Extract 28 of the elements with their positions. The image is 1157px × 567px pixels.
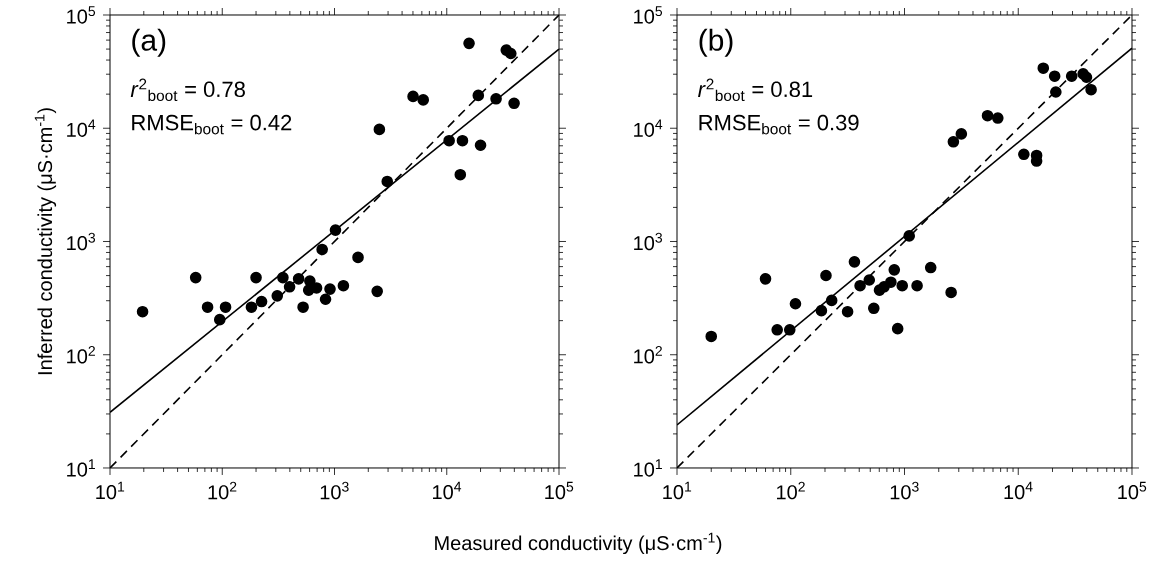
- x-tick-label: 10$^{2}$: [208, 481, 237, 500]
- y-tick-label: 10$^{5}$: [67, 6, 96, 24]
- y-tick-label: 10$^{2}$: [67, 345, 95, 364]
- y-tick-label: 10$^{2}$: [634, 345, 662, 364]
- x-tick-label: 10$^{2}$: [777, 481, 805, 500]
- y-tick-label: 10$^{3}$: [67, 232, 96, 251]
- y-tick-label: 10$^{1}$: [634, 459, 662, 477]
- x-tick-label: 10$^{4}$: [1004, 481, 1033, 500]
- y-axis-title: Inferred conductivity (μS·cm$^{-1}$): [34, 108, 57, 375]
- x-tick-label: 10$^{3}$: [320, 481, 349, 500]
- y-tick-label: 10$^{1}$: [67, 459, 95, 477]
- x-tick-label: 10$^{1}$: [663, 481, 692, 500]
- x-tick-label: 10$^{1}$: [96, 481, 125, 500]
- annotation: (a): [132, 28, 166, 57]
- annotation: (b): [699, 28, 733, 57]
- y-tick-label: 10$^{4}$: [634, 119, 663, 137]
- x-tick-label: 10$^{5}$: [545, 481, 574, 500]
- annotation: r$^{2}$$_{boot}$ = 0.78: [130, 78, 245, 102]
- annotation: RMSE$_{boot}$ = 0.39: [699, 114, 859, 135]
- x-axis-title: Measured conductivity (μS·cm$^{-1}$): [435, 532, 722, 555]
- y-tick-label: 10$^{4}$: [67, 119, 96, 137]
- annotation: RMSE$_{boot}$ = 0.42: [132, 114, 292, 135]
- x-tick-label: 10$^{3}$: [890, 481, 919, 500]
- x-tick-label: 10$^{4}$: [433, 481, 462, 500]
- y-tick-label: 10$^{3}$: [634, 232, 663, 251]
- x-tick-label: 10$^{5}$: [1118, 481, 1147, 500]
- y-tick-label: 10$^{5}$: [634, 6, 663, 24]
- annotation: r$^{2}$$_{boot}$ = 0.81: [698, 78, 813, 102]
